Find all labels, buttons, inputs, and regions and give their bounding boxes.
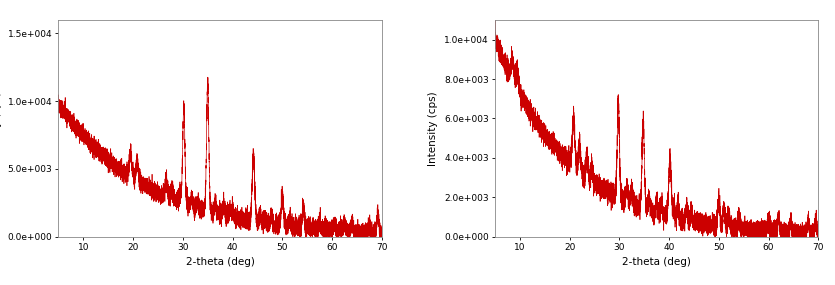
Text: A: A <box>52 0 63 3</box>
X-axis label: 2-theta (deg): 2-theta (deg) <box>622 257 691 267</box>
Y-axis label: Intensity (cps): Intensity (cps) <box>428 91 438 166</box>
Y-axis label: Intensity (cps): Intensity (cps) <box>0 91 2 166</box>
X-axis label: 2-theta (deg): 2-theta (deg) <box>185 257 255 267</box>
Text: B: B <box>488 0 500 3</box>
